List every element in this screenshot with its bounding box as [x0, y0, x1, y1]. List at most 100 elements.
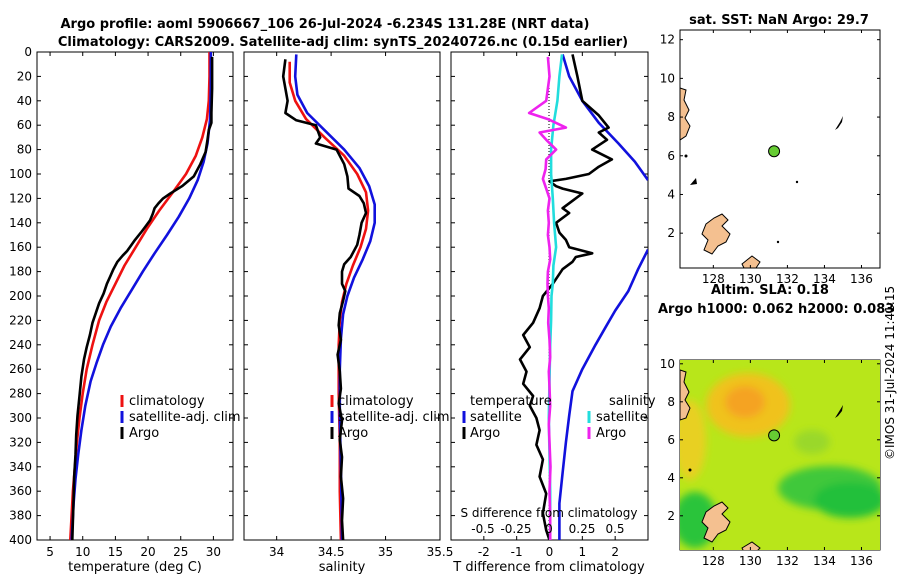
legend-argo: Argo: [338, 426, 368, 441]
y-tick-label: 400: [9, 533, 32, 547]
temperature-legend: climatology satellite-adj. clim Argo: [120, 394, 241, 441]
legend-t-argo: Argo: [470, 426, 500, 441]
difference-top-axis: S difference from climatology -0.5 -0.25…: [461, 506, 638, 536]
sla-mid: [794, 430, 830, 454]
sla-west-high: [680, 400, 706, 480]
difference-depth-ticks: [451, 51, 648, 541]
y-tick-label: 140: [9, 216, 32, 230]
land-south: [741, 541, 761, 550]
legend-climatology: climatology: [338, 394, 414, 409]
map-y-tick-label: 10: [660, 71, 675, 85]
difference-xlabel: T difference from climatology: [452, 560, 645, 575]
legend-s-satellite: satellite: [596, 410, 648, 425]
temperature-axes-frame: [36, 51, 234, 541]
y-tick-label: 0: [24, 45, 32, 59]
island-small-4: [776, 240, 780, 244]
s-tick-0.5: 0.5: [605, 522, 624, 536]
y-tick-label: 120: [9, 191, 32, 205]
difference-legend: temperature satellite Argo salinity sate…: [462, 394, 656, 441]
x-tick-label: 25: [173, 545, 188, 559]
legend-title-temperature: temperature: [470, 394, 552, 409]
series-line-argo: [71, 56, 214, 540]
sla-title-2: Argo h1000: 0.062 h2000: 0.083: [658, 302, 894, 317]
salinity-legend: climatology satellite-adj. clim Argo: [330, 394, 450, 441]
x-tick-label: 0: [546, 545, 554, 559]
sla-peak: [725, 386, 765, 418]
difference-x-axis: -2 -1 0 1 2: [478, 52, 619, 559]
argo-position-marker: [768, 145, 781, 158]
series-line-argo: [281, 59, 368, 540]
x-tick-label: 35.5: [427, 545, 454, 559]
sla-low-core: [814, 482, 880, 518]
map-y-tick-label: 12: [660, 33, 675, 47]
map-y-tick-label: 6: [667, 149, 675, 163]
map-y-tick-label: 2: [667, 509, 675, 523]
map-x-tick-label: 134: [813, 272, 836, 286]
island-east: [835, 405, 843, 418]
y-tick-label: 280: [9, 387, 32, 401]
salinity-xlabel: salinity: [319, 560, 366, 575]
x-tick-label: 1: [579, 545, 587, 559]
y-tick-label: 260: [9, 362, 32, 376]
map-x-tick-label: 132: [776, 272, 799, 286]
temperature-x-axis: 5 10 15 20 25 30: [46, 52, 221, 559]
temperature-panel: 0 20 40 60 80 100 120 140 160 180 200 220 240 260 280 3…: [9, 45, 241, 575]
y-tick-label: 340: [9, 460, 32, 474]
legend-t-satellite: satellite: [470, 410, 522, 425]
s-tick-neg-0.25: -0.25: [500, 522, 531, 536]
series-line-satellite-adj-clim: [70, 52, 213, 540]
map-x-tick-label: 128: [702, 272, 725, 286]
map-y-tick-label: 8: [667, 110, 675, 124]
map-x-tick-label: 136: [850, 272, 873, 286]
map-y-tick-label: 4: [667, 187, 675, 201]
x-tick-label: 35: [378, 545, 393, 559]
legend-satellite-adj: satellite-adj. clim: [129, 410, 241, 425]
y-tick-label: 380: [9, 509, 32, 523]
x-tick-label: 30: [206, 545, 221, 559]
x-tick-label: 34.5: [318, 545, 345, 559]
y-tick-label: 40: [17, 94, 32, 108]
y-tick-label: 240: [9, 338, 32, 352]
legend-satellite-adj: satellite-adj. clim: [338, 410, 450, 425]
y-tick-label: 360: [9, 484, 32, 498]
y-tick-label: 20: [17, 69, 32, 83]
sla-map: Altim. SLA: 0.18 Argo h1000: 0.062 h2000…: [658, 283, 894, 568]
title-line-1: Argo profile: aoml 5906667_106 26-Jul-20…: [61, 17, 590, 32]
argo-position-marker: [768, 429, 781, 442]
map-y-tick-label: 4: [667, 471, 675, 485]
salinity-x-axis: 34 34.5 35 35.5: [269, 52, 453, 559]
map-y-tick-label: 6: [667, 433, 675, 447]
sst-map-title: sat. SST: NaN Argo: 29.7: [689, 13, 869, 28]
salinity-panel: 34 34.5 35 35.5 salinity climatology satell…: [243, 51, 453, 575]
s-tick-0.25: 0.25: [569, 522, 596, 536]
map-x-tick-label: 130: [739, 272, 762, 286]
sst-map-land: [680, 87, 843, 268]
map-x-tick-label: 136: [850, 554, 873, 568]
sst-map: sat. SST: NaN Argo: 29.7 128 130 132 134 136…: [660, 13, 881, 286]
y-tick-label: 100: [9, 167, 32, 181]
temperature-series: [69, 52, 214, 540]
land-south: [741, 255, 761, 268]
x-tick-label: -1: [511, 545, 523, 559]
island-small-3: [795, 180, 799, 184]
x-tick-label: 20: [140, 545, 155, 559]
y-tick-label: 220: [9, 313, 32, 327]
y-tick-label: 80: [17, 143, 32, 157]
x-tick-label: 34: [269, 545, 284, 559]
map-x-tick-label: 130: [739, 554, 762, 568]
depth-axis: 0 20 40 60 80 100 120 140 160 180 200 220 240 260 280 3…: [9, 45, 233, 547]
difference-panel: -2 -1 0 1 2 T difference from climatology S …: [450, 51, 656, 575]
y-tick-label: 60: [17, 118, 32, 132]
land-southwest: [701, 213, 731, 255]
legend-s-argo: Argo: [596, 426, 626, 441]
x-tick-label: 15: [108, 545, 123, 559]
sst-map-axes: 128 130 132 134 136 2 4 6 8 10 12: [660, 30, 880, 286]
s-difference-label: S difference from climatology: [461, 506, 638, 520]
sla-map-axes: 128 130 132 134 136 2 4 6 8 10: [660, 357, 880, 568]
island-small-1: [690, 178, 697, 185]
y-tick-label: 200: [9, 289, 32, 303]
x-tick-label: 5: [46, 545, 54, 559]
series-line-t-argo: [518, 54, 614, 540]
land-west: [680, 369, 691, 421]
